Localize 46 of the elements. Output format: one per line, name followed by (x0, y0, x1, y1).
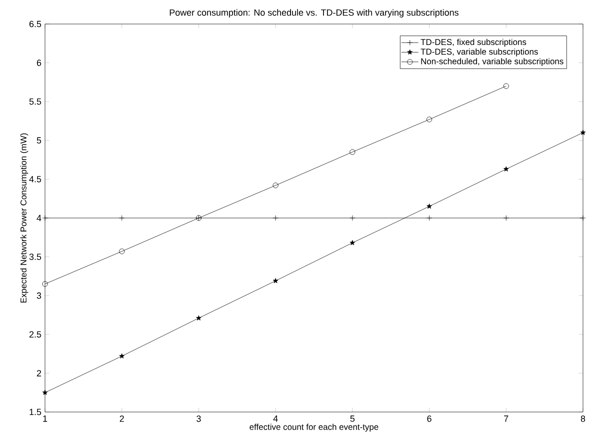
y-tick-label: 4.5 (29, 176, 42, 182)
point (272, 278, 278, 284)
y-tick-label: 6.5 (29, 20, 42, 28)
point (580, 215, 586, 221)
legend-label: Non-scheduled, variable subscriptions (421, 58, 564, 66)
point (119, 215, 125, 221)
legend-label: TD-DES, variable subscriptions (420, 48, 538, 56)
point (350, 215, 356, 221)
point (42, 281, 48, 287)
y-tick-label: 3 (36, 292, 42, 299)
point (119, 248, 125, 254)
point (42, 390, 48, 395)
x-tick-label: 6 (427, 416, 432, 422)
point (503, 83, 509, 89)
chart-title: Power consumption: No schedule vs. TD-DES with varying subscriptions (170, 9, 458, 18)
point (272, 182, 278, 188)
x-tick-label: 2 (120, 416, 124, 422)
y-tick-label: 5.5 (29, 98, 42, 105)
x-tick-label: 1 (43, 416, 48, 422)
x-tick-label: 3 (196, 416, 201, 422)
point (426, 204, 432, 209)
point (350, 240, 356, 246)
point (42, 215, 48, 221)
x-axis-title: effective count for each event-type (250, 424, 378, 432)
y-axis-title: Expected Network Power Consumption (mW) (20, 133, 28, 302)
x-tick-label: 7 (504, 416, 508, 422)
y-tick-label: 4 (36, 214, 42, 222)
point (503, 215, 509, 221)
x-tick-label: 4 (273, 416, 278, 422)
y-tick-label: 2.5 (29, 331, 42, 338)
point (426, 215, 432, 221)
y-tick-label: 1.5 (30, 408, 42, 416)
point (503, 166, 509, 172)
y-tick-label: 2 (36, 370, 42, 376)
y-tick-label: 6 (36, 60, 42, 66)
point (580, 130, 586, 135)
y-tick-label: 5 (36, 137, 42, 144)
point (196, 315, 202, 320)
legend-label: TD-DES, fixed subscriptions (420, 38, 526, 47)
point (119, 353, 125, 358)
x-tick-label: 8 (580, 416, 586, 422)
point (272, 215, 278, 221)
point (426, 116, 432, 122)
x-tick-label: 5 (350, 416, 355, 422)
y-tick-label: 3.5 (29, 254, 42, 260)
point (350, 149, 356, 155)
